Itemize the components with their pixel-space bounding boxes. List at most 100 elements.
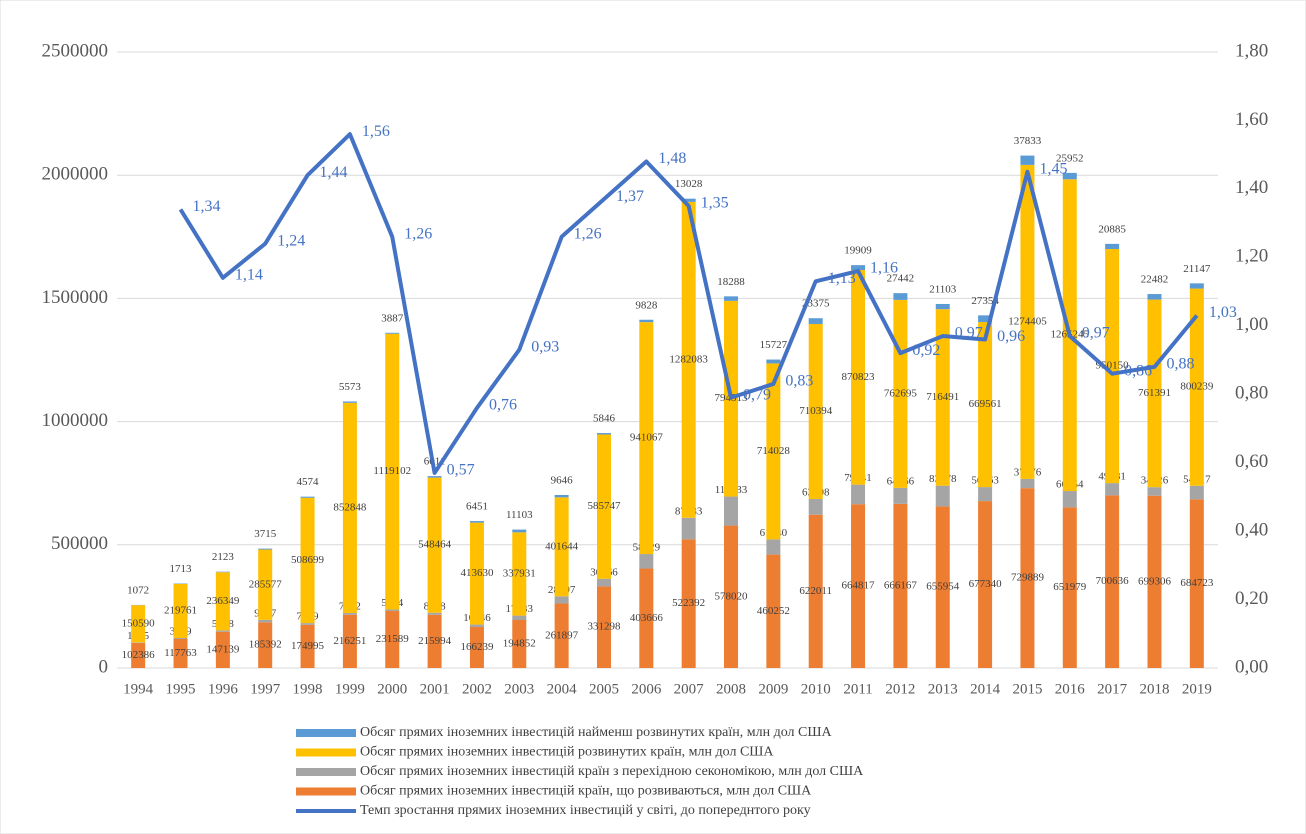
bar-segment [978,501,993,668]
y2-tick-label: 1,40 [1235,177,1268,198]
bar-segment [724,525,739,668]
data-label: 585747 [587,500,621,512]
data-label: 762695 [884,387,918,399]
bar-segment [1189,283,1204,289]
data-label: 3715 [254,528,277,540]
legend-swatch [296,768,356,776]
bar-segment [215,630,230,632]
bar-segment [766,359,781,364]
x-tick-label: 1995 [166,681,196,697]
bar-segment [1105,243,1120,250]
bar-segment [935,303,950,310]
bar-segment [935,506,950,668]
bar-segment [1147,294,1162,300]
bar-segment [1020,164,1035,479]
x-tick-label: 2013 [928,681,958,697]
data-label: 800239 [1180,381,1214,393]
data-label: 699306 [1138,575,1172,587]
data-label: 11103 [506,509,533,521]
bar-segment [1147,495,1162,668]
x-tick-label: 2008 [716,681,746,697]
data-label: 684723 [1180,577,1214,589]
x-tick-label: 2004 [547,681,578,697]
bar-segment [724,496,739,526]
bar-segment [851,265,866,271]
bar-segment [1105,495,1120,668]
bar-segment [258,549,273,620]
bar-segment [300,623,315,625]
data-label: 21147 [1183,263,1211,275]
x-tick-label: 1997 [250,681,281,697]
y2-tick-label: 0,80 [1235,383,1268,404]
bar-segment [258,548,273,550]
line-label: 1,16 [870,260,898,277]
data-label: 729889 [1011,572,1045,584]
y-tick-label: 2500000 [42,40,109,61]
data-label: 651979 [1053,581,1087,593]
bar-segment [385,333,400,610]
y2-tick-label: 0,60 [1235,451,1268,472]
data-label: 669561 [969,398,1002,410]
bar-segment [342,401,357,403]
bar-segment [1062,172,1077,180]
line-label: 0,83 [785,373,813,390]
data-label: 102386 [122,649,156,661]
bar-segment [851,484,866,505]
bar-segment [215,571,230,573]
data-label: 236349 [206,595,240,607]
data-label: 20885 [1098,223,1126,235]
y2-tick-label: 1,20 [1235,246,1268,267]
x-tick-label: 2007 [674,681,705,697]
line-label: 0,57 [447,462,475,479]
bar-segment [342,614,357,668]
y-tick-label: 2000000 [42,164,109,185]
bar-segment [427,476,442,478]
data-label: 185392 [249,639,282,651]
x-tick-label: 2000 [377,681,407,697]
data-label: 13028 [675,178,703,190]
bar-segment [1147,299,1162,488]
data-label: 19909 [844,245,872,257]
line-label: 0,97 [955,325,983,342]
data-label: 261897 [545,629,579,641]
data-label: 1274405 [1008,315,1047,327]
y2-tick-label: 1,00 [1235,314,1268,335]
data-label: 1119102 [373,465,411,477]
line-label: 1,24 [277,232,305,249]
data-label: 219761 [164,604,197,616]
bar-segment [469,627,484,668]
data-label: 231589 [376,633,410,645]
bar-segment [512,619,527,668]
x-tick-label: 2001 [420,681,450,697]
bar-segment [215,631,230,668]
x-tick-label: 2002 [462,681,492,697]
data-label: 401644 [545,540,579,552]
data-label: 27442 [887,273,915,285]
data-label: 18288 [717,276,745,288]
legend-label: Обсяг прямих іноземних інвестицій наймен… [360,725,832,740]
line-label: 1,14 [235,267,263,284]
line-label: 1,35 [701,195,729,212]
data-label: 22482 [1141,274,1169,286]
legend-label: Обсяг прямих іноземних інвестицій розвин… [360,745,774,760]
x-tick-label: 2006 [631,681,662,697]
data-label: 3887 [381,312,404,324]
data-label: 147139 [206,643,240,655]
x-tick-label: 2003 [504,681,534,697]
line-label: 0,93 [531,338,559,355]
bar-segment [427,477,442,613]
data-label: 1713 [170,563,193,575]
bar-segment [935,485,950,507]
data-label: 216251 [333,635,366,647]
data-label: 37833 [1014,135,1042,147]
bar-segment [1189,485,1204,500]
data-label: 25952 [1056,152,1084,164]
line-label: 1,34 [193,198,221,215]
bar-segment [173,583,188,638]
data-label: 700636 [1096,575,1130,587]
data-label: 5846 [593,413,616,425]
legend-label: Темп зростання прямих іноземних інвестиц… [360,803,811,818]
data-label: 150590 [122,617,156,629]
x-tick-label: 1994 [123,681,154,697]
bar-segment [639,554,654,569]
